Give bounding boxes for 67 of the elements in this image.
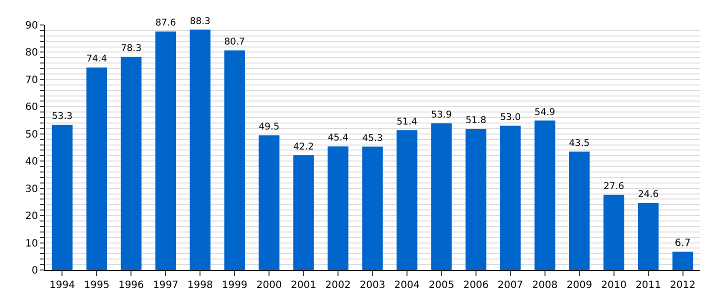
x-tick-label: 2001	[290, 280, 316, 291]
bar	[293, 155, 314, 270]
x-tick-label: 1995	[84, 280, 110, 291]
x-tick-label: 1998	[187, 280, 213, 291]
bar	[466, 128, 486, 270]
data-label: 53.3	[52, 111, 73, 122]
x-tick-label: 2006	[463, 280, 489, 291]
data-label: 80.7	[224, 36, 246, 48]
x-tick-label: 1997	[152, 280, 178, 291]
data-label: 78.3	[120, 43, 142, 54]
y-tick-label: 70	[25, 74, 38, 86]
bar	[120, 56, 142, 270]
x-tick-label: 2005	[428, 280, 454, 291]
data-label: 54.9	[534, 106, 556, 118]
x-tick-label: 2011	[636, 280, 662, 291]
y-tick-label: 80	[25, 48, 38, 59]
bar	[86, 67, 108, 270]
data-label: 51.4	[396, 116, 418, 128]
data-label: 45.3	[362, 132, 383, 144]
data-label: 53.0	[500, 112, 521, 123]
bar	[328, 146, 348, 270]
data-label: 49.5	[258, 121, 280, 132]
x-tick-label: 2009	[566, 280, 592, 291]
y-tick-label: 30	[25, 184, 38, 195]
y-tick-label: 20	[25, 211, 38, 222]
bar	[431, 123, 452, 270]
x-tick-label: 2004	[394, 280, 420, 291]
y-tick-label: 40	[25, 156, 38, 168]
x-tick-label: 2012	[670, 280, 696, 291]
data-label: 88.3	[190, 16, 211, 27]
data-label: 45.4	[328, 132, 348, 144]
bar	[362, 146, 383, 270]
x-tick-label: 2000	[256, 280, 282, 291]
y-tick-label: 10	[25, 238, 38, 250]
bar	[224, 50, 245, 270]
data-label: 74.4	[86, 54, 108, 65]
bar	[569, 152, 590, 270]
bar	[258, 135, 280, 270]
x-tick-label: 2002	[325, 280, 351, 291]
x-tick-label: 1999	[222, 280, 248, 291]
data-label: 27.6	[603, 181, 624, 192]
x-tick-label: 2003	[360, 280, 386, 291]
y-tick-label: 60	[25, 102, 38, 114]
data-label: 51.8	[466, 115, 486, 126]
y-tick-label: 90	[25, 20, 38, 32]
bar	[638, 203, 659, 270]
bar	[603, 194, 624, 270]
data-label: 6.7	[674, 238, 691, 249]
data-label: 24.6	[638, 189, 659, 200]
bar	[52, 124, 73, 270]
x-tick-label: 2008	[532, 280, 558, 291]
y-tick-label: 0	[32, 266, 38, 276]
data-label: 53.9	[431, 109, 452, 120]
x-tick-label: 1994	[50, 280, 75, 291]
bar	[190, 30, 210, 270]
bar	[534, 120, 556, 270]
x-tick-label: 2007	[498, 280, 524, 291]
data-label: 43.5	[569, 138, 590, 149]
bar	[155, 32, 176, 270]
data-label: 87.6	[155, 18, 176, 29]
data-label: 42.2	[293, 141, 314, 152]
y-tick-label: 50	[25, 129, 38, 140]
x-tick-label: 2010	[601, 280, 627, 291]
bar	[396, 130, 418, 270]
x-tick-label: 1996	[118, 280, 144, 291]
bar	[500, 126, 521, 270]
bar	[672, 252, 694, 270]
